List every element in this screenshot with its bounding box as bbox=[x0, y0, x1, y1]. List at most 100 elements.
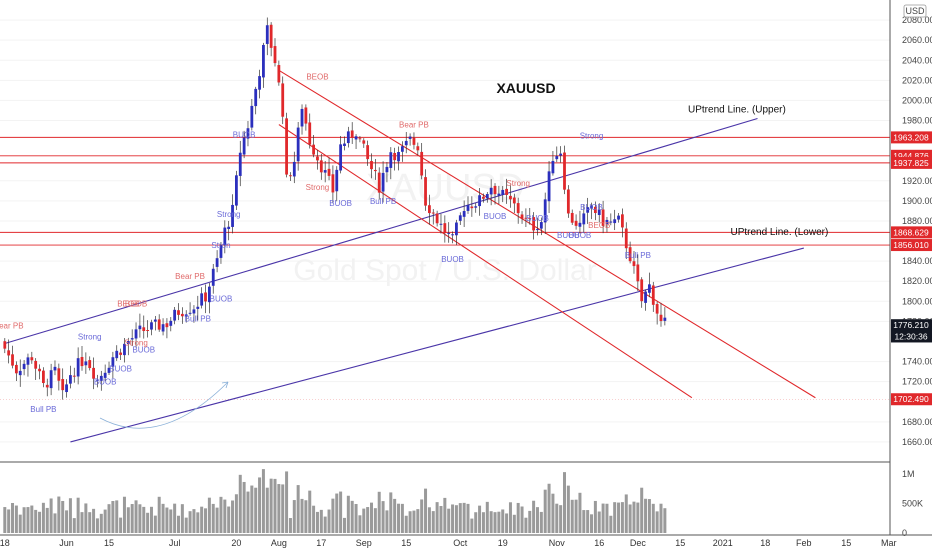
volume-bar bbox=[207, 497, 211, 533]
volume-bar bbox=[319, 509, 323, 533]
volume-bar bbox=[49, 498, 53, 533]
pattern-annotation: BUOB bbox=[557, 231, 580, 240]
candle-up bbox=[49, 370, 53, 389]
trend-line-label: UPtrend Line. (Upper) bbox=[688, 104, 786, 115]
volume-bar bbox=[122, 496, 126, 533]
volume-bar bbox=[223, 499, 227, 533]
date-tick-label: Nov bbox=[549, 538, 566, 548]
candle-up bbox=[404, 140, 408, 146]
candle-up bbox=[235, 175, 238, 206]
volume-bar bbox=[532, 500, 536, 533]
volume-bar bbox=[26, 507, 30, 533]
candle-up bbox=[397, 152, 400, 162]
volume-bar bbox=[250, 485, 254, 533]
volume-bar bbox=[84, 503, 88, 533]
candle-down bbox=[331, 174, 335, 193]
volume-bar bbox=[377, 491, 381, 533]
volume-bar bbox=[578, 492, 582, 533]
volume-bar bbox=[169, 509, 173, 533]
date-tick-label: 18 bbox=[0, 538, 10, 548]
volume-bar bbox=[350, 500, 354, 533]
pattern-annotation: BUOB bbox=[329, 199, 352, 208]
volume-bar bbox=[246, 491, 250, 533]
pattern-annotation: Bull PB bbox=[370, 197, 396, 206]
volume-bar bbox=[451, 504, 455, 533]
candle-up bbox=[65, 384, 68, 393]
candle-down bbox=[509, 195, 512, 200]
candle-down bbox=[493, 185, 497, 195]
candle-up bbox=[192, 309, 196, 314]
volume-bar bbox=[292, 500, 296, 533]
volume-bar bbox=[130, 504, 134, 533]
time-axis[interactable]: 18 Jun 15 Jul 20 Aug 17 Sep 15 Oct 19 Nov 16 Dec 15 202… bbox=[0, 461, 932, 548]
trend-lines[interactable]: UPtrend Line. (Upper) UPtrend Line. (Lowe… bbox=[4, 69, 829, 443]
pattern-annotation: Bear PB bbox=[175, 272, 205, 281]
volume-bar bbox=[597, 511, 601, 533]
price-axis[interactable]: 2080.000 2060.000 2040.000 2020.000 2000.000… bbox=[889, 0, 932, 550]
price-tag-label: 12:30:36 bbox=[894, 331, 927, 341]
candle-up bbox=[219, 245, 223, 258]
candle-down bbox=[165, 323, 169, 328]
volume-bar bbox=[563, 472, 566, 533]
date-tick-label: Aug bbox=[271, 538, 287, 548]
volume-bar bbox=[663, 508, 667, 533]
candle-up bbox=[536, 229, 539, 231]
candle-down bbox=[119, 352, 122, 355]
volume-bar bbox=[269, 478, 273, 533]
candle-down bbox=[273, 46, 277, 64]
candle-down bbox=[316, 156, 319, 161]
volume-bar bbox=[254, 487, 258, 533]
volume-bar bbox=[41, 502, 45, 533]
candle-up bbox=[96, 379, 99, 381]
volume-bar bbox=[192, 509, 196, 533]
candle-up bbox=[466, 205, 470, 211]
volume-bar bbox=[76, 497, 80, 533]
volume-bar bbox=[238, 474, 242, 533]
pattern-annotation: BUOB bbox=[233, 131, 256, 140]
volume-tick-label: 500K bbox=[902, 498, 923, 508]
pattern-annotation: BUOB bbox=[484, 212, 507, 221]
pattern-annotation: BEOB bbox=[117, 299, 139, 308]
volume-bar bbox=[582, 510, 586, 533]
date-tick-label: 16 bbox=[594, 538, 604, 548]
candle-down bbox=[636, 264, 640, 282]
candle-down bbox=[204, 292, 207, 302]
volume-bar bbox=[146, 512, 150, 533]
volume-bar bbox=[512, 514, 516, 533]
volume-bar bbox=[327, 509, 331, 533]
volume-bar bbox=[342, 517, 346, 533]
candle-up bbox=[590, 205, 593, 209]
candle-down bbox=[470, 206, 474, 209]
volume-bar bbox=[397, 503, 401, 533]
volume-bar bbox=[273, 478, 277, 533]
volume-bar bbox=[346, 495, 350, 533]
date-tick-label: Feb bbox=[796, 538, 812, 548]
price-tick-label: 1820.000 bbox=[902, 276, 932, 286]
candle-down bbox=[651, 285, 655, 305]
volume-bar bbox=[435, 502, 439, 533]
volume-bar bbox=[242, 481, 246, 533]
candle-down bbox=[532, 217, 536, 231]
candle-down bbox=[11, 354, 14, 366]
date-tick-label: 15 bbox=[841, 538, 851, 548]
candle-up bbox=[238, 152, 242, 176]
price-tag-label: 1937.825 bbox=[893, 158, 929, 168]
candle-down bbox=[7, 350, 11, 356]
candle-up bbox=[196, 306, 200, 309]
volume-bar bbox=[624, 494, 628, 533]
candle-down bbox=[373, 169, 377, 172]
volume-bar bbox=[617, 502, 621, 533]
uptrend-line bbox=[4, 117, 758, 345]
volume-bar bbox=[126, 507, 130, 533]
candle-down bbox=[393, 152, 397, 161]
volume-bar bbox=[443, 497, 447, 533]
candle-up bbox=[18, 370, 22, 376]
volume-bar bbox=[370, 502, 373, 533]
candle-down bbox=[61, 379, 65, 391]
candle-up bbox=[242, 137, 246, 155]
volume-bar bbox=[535, 507, 539, 533]
date-tick-label: Oct bbox=[453, 538, 468, 548]
volume-bar bbox=[559, 505, 563, 533]
